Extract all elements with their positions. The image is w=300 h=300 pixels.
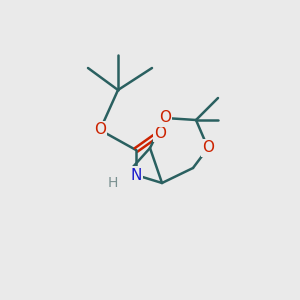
Text: H: H bbox=[108, 176, 118, 190]
Text: O: O bbox=[202, 140, 214, 155]
Text: O: O bbox=[154, 125, 166, 140]
Text: O: O bbox=[159, 110, 171, 125]
Text: N: N bbox=[130, 167, 142, 182]
Text: O: O bbox=[94, 122, 106, 137]
